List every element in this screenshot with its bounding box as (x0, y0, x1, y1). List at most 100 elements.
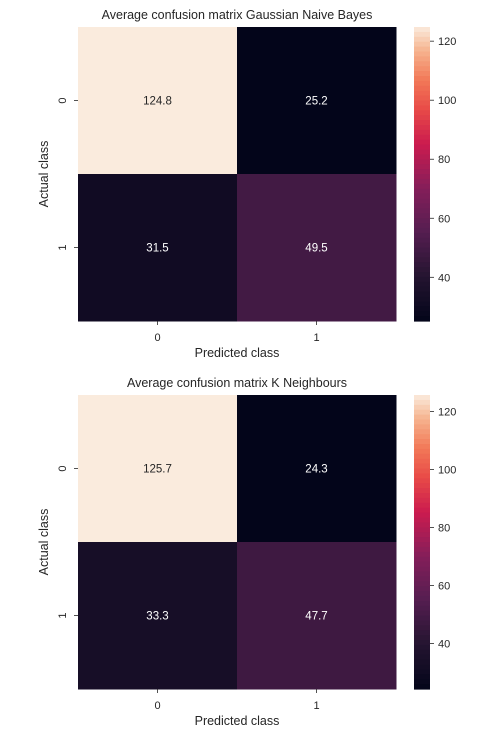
chart-1-colorbar-segment (414, 139, 430, 146)
chart-2-colorbar-segment (414, 654, 430, 661)
chart-1-colorbar-segment (414, 301, 430, 307)
chart-2-colorbar-segment (414, 605, 430, 612)
chart-2-cell-label-1-0: 33.3 (146, 611, 168, 623)
chart-1-x-tick-label-1: 1 (313, 332, 319, 344)
chart-2-colorbar-segment (414, 458, 430, 465)
chart-1-colorbar-segment (414, 76, 430, 82)
chart-2-colorbar-segment (414, 625, 430, 631)
chart-1-colorbar-tick-label-3: 100 (438, 95, 456, 107)
chart-1-cell-0-1 (237, 27, 397, 175)
chart-2-colorbar-segment (414, 414, 430, 421)
chart-2-cell-0-0 (78, 395, 238, 543)
chart-1-colorbar-segment (414, 232, 430, 239)
chart-1-colorbar-segment (414, 100, 430, 106)
chart-1-colorbar-segment (414, 159, 430, 165)
chart-1-colorbar-tick-label-4: 120 (438, 36, 456, 48)
chart-1-colorbar-segment (414, 46, 430, 53)
chart-1-colorbar-segment (414, 51, 430, 57)
chart-2-colorbar-segment (414, 556, 430, 563)
chart-1-colorbar-tick-label-2: 80 (438, 154, 450, 166)
chart-1-colorbar-segment (414, 286, 430, 293)
chart-2-cell-label-1-1: 47.7 (305, 611, 327, 623)
chart-1-colorbar-segment (414, 247, 430, 253)
chart-1-colorbar-segment (414, 85, 430, 92)
chart-2-colorbar-segment (414, 591, 430, 597)
chart-1-colorbar-segment (414, 203, 430, 209)
chart-1-colorbar-segment (414, 183, 430, 190)
chart-1-colorbar-segment (414, 267, 430, 273)
chart-1-colorbar-segment (414, 316, 430, 322)
chart-1-colorbar-segment (414, 144, 430, 151)
chart-2-colorbar-segment (414, 532, 430, 538)
chart-2-colorbar-segment (414, 473, 430, 479)
chart-2-colorbar-segment (414, 434, 430, 440)
chart-2-cell-1-0 (78, 542, 238, 690)
chart-2-colorbar-segment (414, 669, 430, 675)
chart-1-colorbar-tick-label-1: 60 (438, 213, 450, 225)
chart-1-colorbar-segment (414, 41, 430, 48)
chart-1-x-tick-label-0: 0 (154, 332, 160, 344)
chart-1-colorbar-segment (414, 208, 430, 214)
chart-1-colorbar-segment (414, 242, 430, 249)
chart-1-x-axis-label: Predicted class (195, 346, 280, 360)
chart-2-colorbar-segment (414, 409, 430, 416)
chart-2-colorbar-tick-label-0: 40 (438, 638, 450, 650)
chart-2-colorbar-tick-label-3: 100 (438, 465, 456, 477)
chart-2-colorbar-segment (414, 586, 430, 592)
chart-1-colorbar-segment (414, 66, 430, 72)
chart-2-colorbar-segment (414, 512, 430, 519)
chart-2-colorbar-segment (414, 419, 430, 425)
chart-1-colorbar-segment (414, 291, 430, 298)
chart-1-colorbar-segment (414, 213, 430, 219)
chart-1-y-tick-label-0: 0 (57, 97, 69, 103)
chart-2-colorbar-segment (414, 439, 430, 445)
chart-2-colorbar-segment (414, 649, 430, 656)
chart-1-colorbar-segment (414, 110, 430, 116)
chart-1-colorbar-tick-label-0: 40 (438, 272, 450, 284)
chart-2-colorbar-segment (414, 527, 430, 533)
chart-2-y-tick-label-1: 1 (57, 612, 69, 618)
chart-2-cell-0-1 (237, 395, 397, 543)
chart-2-colorbar-segment (414, 448, 430, 455)
chart-1-colorbar-segment (414, 71, 430, 77)
chart-2-colorbar-segment (414, 684, 430, 690)
chart-1-cell-1-1 (237, 174, 397, 322)
chart-1-colorbar-segment (414, 95, 430, 102)
chart-1-colorbar-segment (414, 296, 430, 302)
chart-2-cell-1-1 (237, 542, 397, 690)
chart-1-cell-label-0-0: 124.8 (143, 96, 172, 108)
chart-1-colorbar-segment (414, 90, 430, 97)
chart-1-colorbar-segment (414, 61, 430, 67)
chart-2-colorbar-segment (414, 551, 430, 558)
chart-2-colorbar-tick-label-2: 80 (438, 523, 450, 535)
chart-1-y-axis-label: Actual class (37, 141, 51, 208)
chart-1-cell-0-0 (78, 27, 238, 175)
chart-2-colorbar-segment (414, 615, 430, 621)
chart-1-y-tick-label-1: 1 (57, 244, 69, 250)
chart-1-colorbar-segment (414, 198, 430, 204)
chart-2-colorbar-segment (414, 395, 430, 401)
chart-2-y-axis-label: Actual class (37, 509, 51, 576)
chart-2-cell-label-0-1: 24.3 (305, 464, 327, 476)
chart-1-colorbar-segment (414, 306, 430, 312)
chart-2-colorbar-segment (414, 502, 430, 509)
chart-2-colorbar-segment (414, 507, 430, 514)
chart-1-colorbar-segment (414, 115, 430, 121)
chart-1-colorbar-segment (414, 262, 430, 268)
chart-2-colorbar-segment (414, 517, 430, 523)
chart-2-colorbar-segment (414, 453, 430, 460)
chart-1-cell-label-1-0: 31.5 (146, 243, 168, 255)
chart-1-title: Average confusion matrix Gaussian Naive … (102, 8, 373, 22)
chart-2-colorbar-tick-label-1: 60 (438, 580, 450, 592)
chart-1-colorbar-segment (414, 276, 430, 283)
chart-1-cell-label-1-1: 49.5 (305, 243, 327, 255)
chart-2-cell-label-0-0: 125.7 (143, 464, 172, 476)
chart-1-colorbar-segment (414, 149, 430, 155)
chart-1-colorbar-segment (414, 31, 430, 38)
chart-1-colorbar-segment (414, 164, 430, 170)
chart-1-colorbar-segment (414, 105, 430, 111)
chart-2-colorbar-segment (414, 600, 430, 607)
chart-2-colorbar-segment (414, 571, 430, 577)
chart-2-title: Average confusion matrix K Neighbours (127, 376, 347, 390)
chart-2-colorbar-segment (414, 635, 430, 641)
